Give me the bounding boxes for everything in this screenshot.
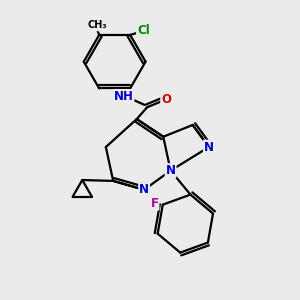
Text: Cl: Cl — [137, 24, 150, 37]
Text: CH₃: CH₃ — [87, 20, 107, 31]
Text: N: N — [166, 164, 176, 177]
Text: N: N — [139, 183, 149, 196]
Text: CH₃: CH₃ — [87, 20, 107, 31]
Text: N: N — [204, 141, 214, 154]
Text: O: O — [161, 93, 171, 106]
Text: NH: NH — [114, 90, 134, 103]
Text: F: F — [151, 197, 158, 210]
